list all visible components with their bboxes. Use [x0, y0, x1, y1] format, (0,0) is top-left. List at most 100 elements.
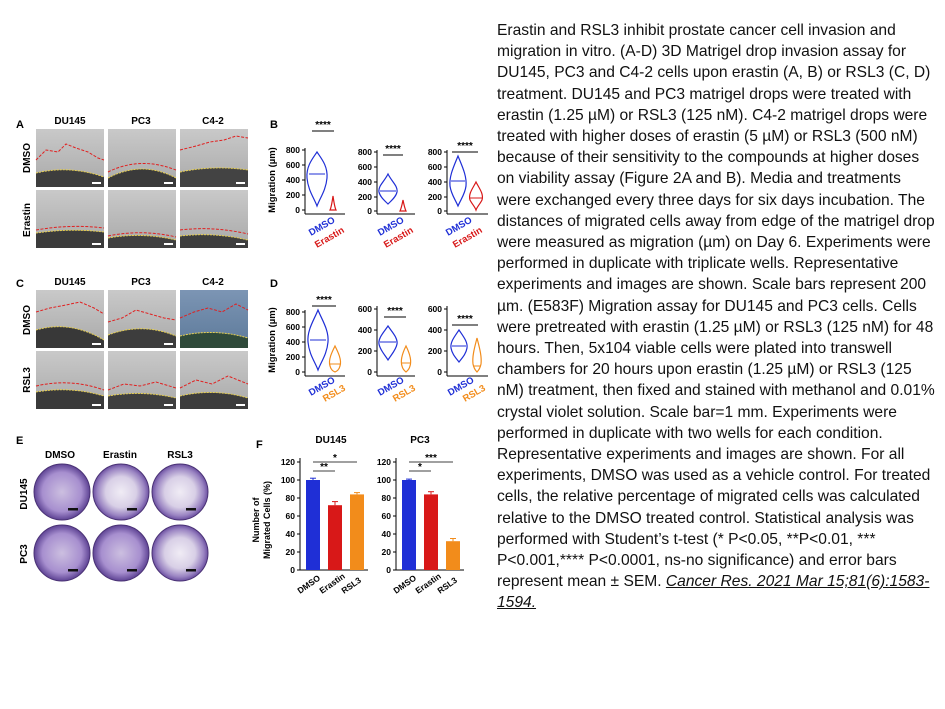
category-label: DMSO — [391, 573, 418, 596]
significance-label: * — [418, 462, 422, 473]
y-tick-label: 20 — [382, 547, 392, 557]
cell-line-pc3-c: PC3 — [131, 277, 151, 288]
micrograph-pc3-dmso — [107, 129, 177, 187]
row-label-rsl3-c: RSL3 — [22, 367, 33, 393]
cell-line-du145-c: DU145 — [54, 277, 86, 288]
micrograph-du145-dmso — [35, 129, 105, 187]
tick-label: 200 — [286, 190, 300, 200]
tick-label: 0 — [367, 367, 372, 377]
violin-rsl3 — [472, 337, 482, 373]
violin-dmso — [307, 308, 329, 372]
significance-label: *** — [425, 453, 437, 464]
chart-title: PC3 — [410, 435, 430, 446]
tick-label: 200 — [358, 346, 372, 356]
y-tick-label: 80 — [382, 493, 392, 503]
significance-label: **** — [457, 314, 473, 325]
significance-label: **** — [457, 141, 473, 152]
violin-d1-yticks: 800 600 400 200 0 — [286, 307, 305, 377]
violin-rsl3 — [400, 344, 412, 373]
row-label-pc3-e: PC3 — [19, 544, 30, 564]
well-pc3-dmso — [33, 524, 91, 582]
tick-label: 400 — [428, 177, 442, 187]
bar-rsl3 — [446, 541, 460, 570]
violin-d2-yticks: 600 400 200 0 — [358, 304, 377, 377]
well-du145-rsl3 — [151, 463, 209, 521]
well-grid-e — [33, 463, 209, 582]
significance-label: **** — [387, 306, 403, 317]
violin-plot-b2: 800 600 400 200 0 **** DMSO Erastin — [358, 144, 416, 251]
row-label-du145-e: DU145 — [19, 478, 30, 510]
significance-label: **** — [385, 144, 401, 155]
tick-label: 600 — [286, 322, 300, 332]
violin-plot-d1: 800 600 400 200 0 **** DMSO RSL3 — [286, 295, 348, 405]
violin-dmso — [378, 324, 398, 362]
panel-b-ylabel: Migration (µm) — [267, 147, 278, 213]
tick-label: 600 — [286, 160, 300, 170]
well-du145-erastin — [92, 463, 150, 521]
cell-line-du145-a: DU145 — [54, 116, 86, 127]
panel-label-f: F — [256, 439, 263, 451]
micrograph-grid-a — [35, 129, 249, 248]
y-tick-label: 80 — [286, 493, 296, 503]
tick-label: 0 — [367, 206, 372, 216]
panel-label-a: A — [16, 119, 24, 131]
well-pc3-erastin — [92, 524, 150, 582]
micrograph-c42-dmso — [179, 129, 249, 187]
category-label: DMSO — [295, 573, 322, 596]
violin-d3-yticks: 600 400 200 0 — [428, 304, 447, 377]
chart-title: DU145 — [315, 435, 347, 446]
y-tick-label: 60 — [382, 511, 392, 521]
tick-label: 0 — [437, 367, 442, 377]
panel-label-b: B — [270, 119, 278, 131]
tick-label: 0 — [295, 367, 300, 377]
y-tick-label: 0 — [290, 565, 295, 575]
y-tick-label: 120 — [281, 457, 295, 467]
bar-rsl3 — [350, 494, 364, 570]
panel-label-e: E — [16, 435, 23, 447]
cell-line-pc3-a: PC3 — [131, 116, 151, 127]
cell-line-c42-a: C4-2 — [202, 116, 224, 127]
y-tick-label: 120 — [377, 457, 391, 467]
micrograph-pc3-dmso-c — [107, 290, 177, 348]
tick-label: 400 — [358, 177, 372, 187]
micrograph-du145-erastin — [35, 190, 105, 248]
tick-label: 200 — [428, 346, 442, 356]
cell-line-c42-c: C4-2 — [202, 277, 224, 288]
bar-dmso — [402, 480, 416, 570]
significance-label: **** — [315, 120, 331, 131]
bar-erastin — [424, 494, 438, 570]
figure: A DU145 PC3 C4-2 DMSO Erastin — [16, 116, 488, 596]
panel-d-ylabel: Migration (µm) — [267, 307, 278, 373]
significance-label: * — [333, 453, 337, 464]
violin-b3-yticks: 800 600 400 200 0 — [428, 147, 447, 216]
micrograph-pc3-erastin — [107, 190, 177, 248]
significance-label: ** — [320, 462, 328, 473]
violin-erastin — [468, 180, 484, 212]
violin-b1-yticks: 800 600 400 200 0 — [286, 145, 305, 215]
figure-caption: Erastin and RSL3 inhibit prostate cancer… — [497, 20, 937, 614]
tick-label: 800 — [358, 147, 372, 157]
y-tick-label: 40 — [382, 529, 392, 539]
tick-label: 200 — [428, 192, 442, 202]
bar-dmso — [306, 480, 320, 570]
violin-plot-b1: 800 600 400 200 0 **** DMSO Erastin — [286, 120, 347, 251]
tick-label: 600 — [428, 304, 442, 314]
tick-label: 400 — [286, 337, 300, 347]
violin-rsl3 — [328, 344, 342, 373]
micrograph-c42-erastin — [179, 190, 249, 248]
micrograph-grid-c — [35, 290, 249, 409]
well-pc3-rsl3 — [151, 524, 209, 582]
tick-label: 200 — [286, 352, 300, 362]
tick-label: 0 — [437, 206, 442, 216]
row-label-dmso-a: DMSO — [22, 143, 33, 173]
panel-f-ylabel-line1: Number of — [251, 496, 261, 542]
violin-erastin — [329, 195, 337, 211]
violin-dmso — [449, 154, 467, 208]
violin-plot-b3: 800 600 400 200 0 **** DMSO Erastin — [428, 141, 488, 251]
violin-plot-d2: 600 400 200 0 **** DMSO RSL3 — [358, 304, 418, 405]
citation-link[interactable]: Cancer Res. 2021 Mar 15;81(6):1583-1594. — [497, 573, 930, 612]
micrograph-c42-rsl3 — [179, 351, 249, 409]
tick-label: 0 — [295, 205, 300, 215]
